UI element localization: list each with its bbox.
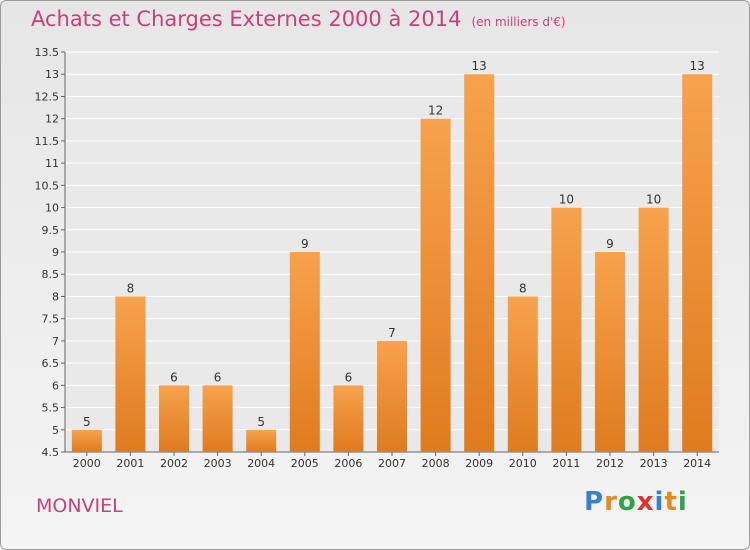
y-tick-label: 12.5 [35, 90, 60, 103]
y-tick-label: 6 [52, 379, 59, 392]
y-tick-label: 8 [52, 290, 59, 303]
x-tick-label: 2003 [204, 457, 232, 470]
x-tick-label: 2000 [73, 457, 101, 470]
x-tick-label: 2007 [378, 457, 406, 470]
bar-value-label: 5 [257, 415, 265, 429]
bar [115, 296, 146, 452]
bar-value-label: 5 [83, 415, 91, 429]
y-tick-label: 9.5 [42, 224, 60, 237]
x-tick-label: 2001 [116, 457, 144, 470]
x-tick-label: 2008 [422, 457, 450, 470]
y-tick-label: 9 [52, 246, 59, 259]
bar-value-label: 7 [388, 326, 396, 340]
logo-letter: r [604, 487, 618, 517]
bar-value-label: 13 [690, 59, 705, 73]
y-tick-label: 11.5 [35, 135, 60, 148]
x-tick-label: 2002 [160, 457, 188, 470]
bar [551, 207, 582, 452]
place-name: MONVIEL [36, 495, 123, 517]
logo-letter: x [636, 487, 655, 517]
y-tick-label: 13 [45, 68, 59, 81]
bar [289, 252, 320, 452]
y-tick-label: 4.5 [42, 446, 60, 459]
y-tick-label: 11 [45, 157, 59, 170]
bar [464, 74, 495, 452]
x-tick-label: 2014 [683, 457, 711, 470]
chart-subtitle: (en milliers d'€) [471, 15, 566, 29]
x-tick-label: 2011 [552, 457, 580, 470]
bar-value-label: 12 [428, 104, 443, 118]
y-tick-label: 10 [45, 202, 59, 215]
bar [202, 385, 233, 452]
logo-letter: i [654, 487, 665, 517]
bar [420, 118, 451, 453]
title-text: Achats et Charges Externes 2000 à 2014 [31, 7, 462, 31]
x-tick-label: 2005 [291, 457, 319, 470]
bar-value-label: 8 [519, 281, 527, 295]
y-tick-label: 13.5 [35, 46, 60, 59]
x-tick-label: 2010 [509, 457, 537, 470]
x-tick-label: 2012 [596, 457, 624, 470]
bar [595, 252, 625, 452]
y-tick-label: 10.5 [35, 179, 60, 192]
bar [159, 385, 189, 452]
y-tick-label: 12 [45, 113, 59, 126]
bar-value-label: 8 [127, 281, 135, 295]
bar-value-label: 6 [345, 370, 353, 384]
y-tick-label: 7.5 [42, 313, 60, 326]
bar-value-label: 9 [606, 237, 614, 251]
logo-letter: P [584, 487, 605, 517]
bar [246, 429, 277, 452]
bar [71, 429, 102, 452]
logo-letter: o [617, 487, 637, 517]
bar-value-label: 9 [301, 237, 309, 251]
logo-letter: t [664, 487, 678, 517]
y-tick-label: 5 [52, 424, 59, 437]
bar [377, 340, 407, 452]
x-tick-label: 2013 [640, 457, 668, 470]
bar-value-label: 6 [214, 370, 222, 384]
bar [333, 385, 364, 452]
chart-title: Achats et Charges Externes 2000 à 2014 (e… [31, 7, 566, 31]
y-tick-label: 8.5 [42, 268, 60, 281]
bar [682, 74, 713, 452]
bar [638, 207, 669, 452]
bar [507, 296, 538, 452]
x-tick-label: 2009 [465, 457, 493, 470]
y-tick-label: 6.5 [42, 357, 60, 370]
x-tick-label: 2004 [247, 457, 275, 470]
y-tick-label: 7 [52, 335, 59, 348]
proxiti-logo: Proxiti [584, 487, 688, 517]
bar-value-label: 10 [559, 193, 574, 207]
logo-letter: i [677, 487, 688, 517]
bar-value-label: 10 [646, 193, 661, 207]
y-tick-label: 5.5 [42, 402, 60, 415]
bar-value-label: 6 [170, 370, 178, 384]
x-tick-label: 2006 [334, 457, 362, 470]
bar-value-label: 13 [472, 59, 487, 73]
